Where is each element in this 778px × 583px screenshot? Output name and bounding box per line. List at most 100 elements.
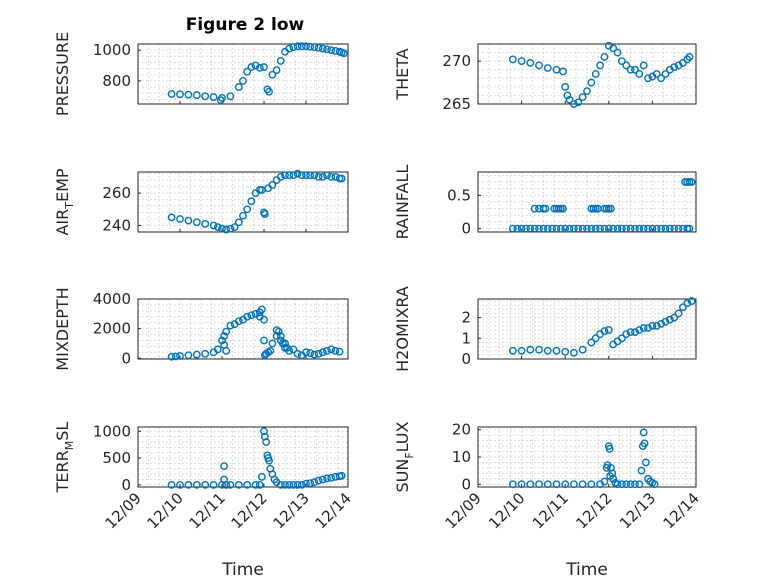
ytick-label-terr_msl: 0 (121, 476, 131, 494)
xlabel-sun_flux: Time (565, 560, 608, 580)
xtick-label-sun_flux: 12/13 (616, 489, 659, 532)
data-point-h2omixra (604, 326, 613, 334)
data-point-air_temp (247, 197, 256, 206)
data-point-theta (652, 70, 661, 78)
xtick-label-terr_msl: 12/09 (102, 489, 145, 532)
data-point-mixdepth (310, 350, 319, 359)
data-point-rainfall (670, 224, 679, 233)
data-point-theta (526, 58, 535, 67)
data-point-theta (578, 93, 587, 102)
data-point-rainfall (600, 224, 609, 233)
data-point-terr_msl (297, 480, 306, 489)
ytick-label-rainfall: 0 (461, 220, 471, 238)
data-point-pressure (234, 83, 243, 91)
data-point-mixdepth (201, 349, 210, 358)
data-point-terr_msl (209, 480, 218, 489)
data-point-terr_msl (318, 475, 327, 484)
data-point-rainfall (556, 224, 565, 233)
ytick-label-terr_msl: 500 (102, 449, 131, 467)
data-point-rainfall (613, 224, 622, 233)
data-point-pressure (285, 44, 294, 53)
data-point-h2omixra (679, 303, 687, 312)
data-point-mixdepth (167, 352, 176, 361)
data-point-rainfall (607, 204, 615, 213)
data-point-rainfall (574, 224, 583, 233)
data-point-sun_flux (617, 480, 626, 489)
data-point-air_temp (297, 171, 306, 180)
data-point-mixdepth (222, 346, 231, 355)
ytick-label-sun_flux: 0 (461, 475, 471, 493)
data-point-sun_flux (535, 480, 543, 489)
data-point-mixdepth (222, 327, 231, 336)
data-point-h2omixra (644, 324, 652, 332)
ytick-label-terr_msl: 1000 (93, 422, 131, 440)
data-point-sun_flux (578, 480, 587, 489)
data-point-pressure (255, 63, 264, 72)
data-point-terr_msl (201, 480, 210, 489)
data-point-mixdepth (171, 352, 180, 361)
data-point-theta (657, 74, 666, 83)
data-point-h2omixra (635, 326, 644, 334)
data-point-terr_msl (289, 480, 298, 489)
data-point-sun_flux (561, 480, 570, 489)
data-point-theta (644, 74, 652, 83)
data-point-rainfall (591, 224, 600, 233)
data-point-sun_flux (641, 458, 650, 467)
data-point-rainfall (609, 224, 618, 233)
data-point-terr_msl (176, 480, 184, 489)
data-point-mixdepth (243, 312, 252, 321)
data-point-theta (670, 63, 679, 72)
data-point-theta (631, 65, 639, 74)
data-point-h2omixra (687, 297, 696, 305)
data-point-air_temp (268, 181, 277, 189)
data-point-mixdepth (281, 339, 289, 348)
data-point-theta (565, 95, 574, 104)
data-point-rainfall (639, 224, 648, 233)
data-point-h2omixra (543, 346, 552, 355)
data-point-mixdepth (247, 311, 256, 320)
ylabel-terr_msl: TERRMSL (53, 422, 76, 494)
data-point-rainfall (626, 224, 635, 233)
ylabel-theta: THETA (393, 48, 412, 100)
data-point-theta (626, 65, 635, 74)
data-point-pressure (243, 67, 252, 76)
data-point-h2omixra (600, 327, 609, 335)
data-point-rainfall (687, 178, 696, 186)
ylabel-sun_flux: SUNFLUX (393, 421, 416, 492)
data-point-mixdepth (318, 348, 327, 357)
data-point-pressure (339, 49, 348, 58)
data-point-h2omixra (670, 313, 679, 322)
data-point-rainfall (583, 224, 591, 233)
data-point-pressure (314, 43, 323, 52)
data-point-air_temp (310, 171, 319, 180)
data-point-rainfall (508, 224, 517, 233)
data-point-air_temp (323, 171, 331, 180)
data-point-pressure (272, 66, 281, 75)
data-point-sun_flux (526, 480, 535, 489)
data-point-sun_flux (603, 461, 612, 470)
data-point-pressure (327, 46, 336, 55)
data-point-pressure (265, 87, 273, 96)
data-point-theta (574, 98, 583, 107)
data-point-rainfall (543, 224, 552, 233)
data-point-h2omixra (626, 328, 635, 337)
data-point-air_temp (293, 169, 302, 178)
xtick-label-terr_msl: 12/10 (144, 489, 187, 532)
data-point-pressure (323, 45, 331, 54)
xtick-label-sun_flux: 12/10 (485, 489, 528, 532)
xlabel-terr_msl: Time (221, 560, 264, 580)
data-point-theta (685, 52, 694, 61)
data-point-air_temp (184, 216, 193, 225)
data-point-pressure (226, 92, 235, 101)
axes-frame-pressure (137, 43, 349, 105)
data-point-terr_msl (314, 476, 323, 485)
data-point-rainfall (548, 224, 557, 233)
ytick-label-pressure: 800 (102, 72, 131, 90)
data-point-mixdepth (192, 350, 201, 359)
data-point-h2omixra (657, 319, 666, 328)
data-point-air_temp (327, 172, 336, 181)
data-point-theta (617, 57, 626, 66)
xtick-label-terr_msl: 12/11 (186, 489, 229, 532)
data-point-sun_flux (639, 428, 648, 437)
data-point-terr_msl (260, 432, 269, 441)
